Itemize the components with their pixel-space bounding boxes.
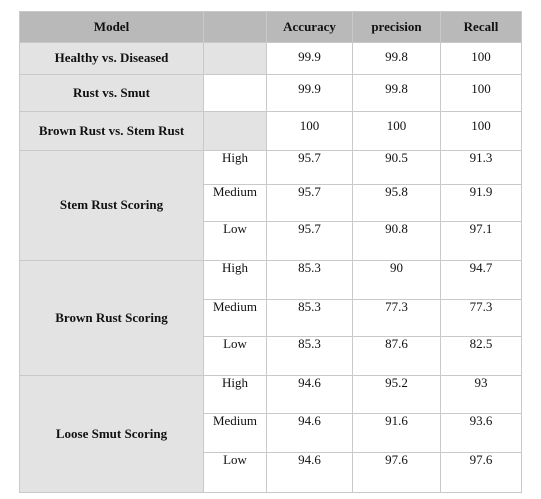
accuracy-value: 95.7 xyxy=(266,183,353,223)
accuracy-value: 85.3 xyxy=(266,335,353,377)
recall-value: 93.6 xyxy=(440,413,522,453)
level-label: Medium xyxy=(203,413,267,453)
header-level xyxy=(203,11,267,43)
recall-value: 82.5 xyxy=(440,335,522,377)
level-label: High xyxy=(203,149,267,185)
precision-value: 97.6 xyxy=(352,451,441,494)
level-label: Low xyxy=(203,335,267,377)
accuracy-value: 100 xyxy=(266,111,353,151)
level-cell xyxy=(203,74,267,113)
precision-value: 90.8 xyxy=(352,221,441,262)
header-accuracy: Accuracy xyxy=(266,11,353,43)
table-row: Low 94.6 97.6 97.6 xyxy=(20,451,522,494)
accuracy-value: 85.3 xyxy=(266,260,353,300)
table-row: Low 85.3 87.6 82.5 xyxy=(20,335,522,377)
precision-value: 91.6 xyxy=(352,413,441,453)
precision-value: 95.8 xyxy=(352,183,441,223)
level-label: Medium xyxy=(203,298,267,337)
results-table: Model Accuracy precision Recall Healthy … xyxy=(19,11,522,494)
model-name: Brown Rust Scoring xyxy=(19,260,204,377)
table-row: Brown Rust vs. Stem Rust 100 100 100 xyxy=(19,111,522,151)
model-name: Loose Smut Scoring xyxy=(19,375,204,493)
table-row: Loose Smut Scoring High 94.6 95.2 93 xyxy=(19,375,522,493)
table-row: Medium 95.7 95.8 91.9 xyxy=(20,183,522,223)
table-row: Rust vs. Smut 99.9 99.8 100 xyxy=(19,74,522,113)
recall-value: 100 xyxy=(440,111,522,151)
model-name: Stem Rust Scoring xyxy=(19,149,204,262)
accuracy-value: 94.6 xyxy=(266,451,353,494)
precision-value: 100 xyxy=(352,111,441,151)
accuracy-value: 94.6 xyxy=(266,375,353,415)
level-label: High xyxy=(203,375,267,415)
accuracy-value: 99.9 xyxy=(266,74,353,113)
level-label: High xyxy=(203,260,267,300)
precision-value: 95.2 xyxy=(352,375,441,415)
recall-value: 100 xyxy=(440,74,522,113)
accuracy-value: 95.7 xyxy=(266,221,353,262)
precision-value: 87.6 xyxy=(352,335,441,377)
recall-value: 93 xyxy=(440,375,522,415)
header-model: Model xyxy=(19,11,204,43)
accuracy-value: 99.9 xyxy=(266,41,353,76)
precision-value: 99.8 xyxy=(352,41,441,76)
header-precision: precision xyxy=(352,11,441,43)
header-recall: Recall xyxy=(440,11,522,43)
precision-value: 90.5 xyxy=(352,149,441,185)
accuracy-value: 94.6 xyxy=(266,413,353,453)
level-cell xyxy=(203,111,267,151)
recall-value: 97.6 xyxy=(440,451,522,494)
precision-value: 90 xyxy=(352,260,441,300)
table-row: Brown Rust Scoring High 85.3 90 94.7 xyxy=(19,260,522,377)
accuracy-value: 85.3 xyxy=(266,298,353,337)
recall-value: 91.3 xyxy=(440,149,522,185)
precision-value: 99.8 xyxy=(352,74,441,113)
level-cell xyxy=(203,41,267,76)
level-label: Low xyxy=(203,451,267,494)
table-row: Medium 94.6 91.6 93.6 xyxy=(20,413,522,453)
model-name: Brown Rust vs. Stem Rust xyxy=(19,111,204,151)
level-label: Low xyxy=(203,221,267,262)
model-name: Healthy vs. Diseased xyxy=(19,41,204,76)
level-label: Medium xyxy=(203,183,267,223)
header-row: Model Accuracy precision Recall xyxy=(19,11,522,43)
recall-value: 77.3 xyxy=(440,298,522,337)
precision-value: 77.3 xyxy=(352,298,441,337)
table-row: Medium 85.3 77.3 77.3 xyxy=(20,298,522,337)
table-row: Healthy vs. Diseased 99.9 99.8 100 xyxy=(19,41,522,76)
recall-value: 97.1 xyxy=(440,221,522,262)
recall-value: 100 xyxy=(440,41,522,76)
table-row: Low 95.7 90.8 97.1 xyxy=(20,221,522,262)
model-name: Rust vs. Smut xyxy=(19,74,204,113)
recall-value: 91.9 xyxy=(440,183,522,223)
recall-value: 94.7 xyxy=(440,260,522,300)
accuracy-value: 95.7 xyxy=(266,149,353,185)
table-row: Stem Rust Scoring High 95.7 90.5 91.3 xyxy=(19,149,522,262)
